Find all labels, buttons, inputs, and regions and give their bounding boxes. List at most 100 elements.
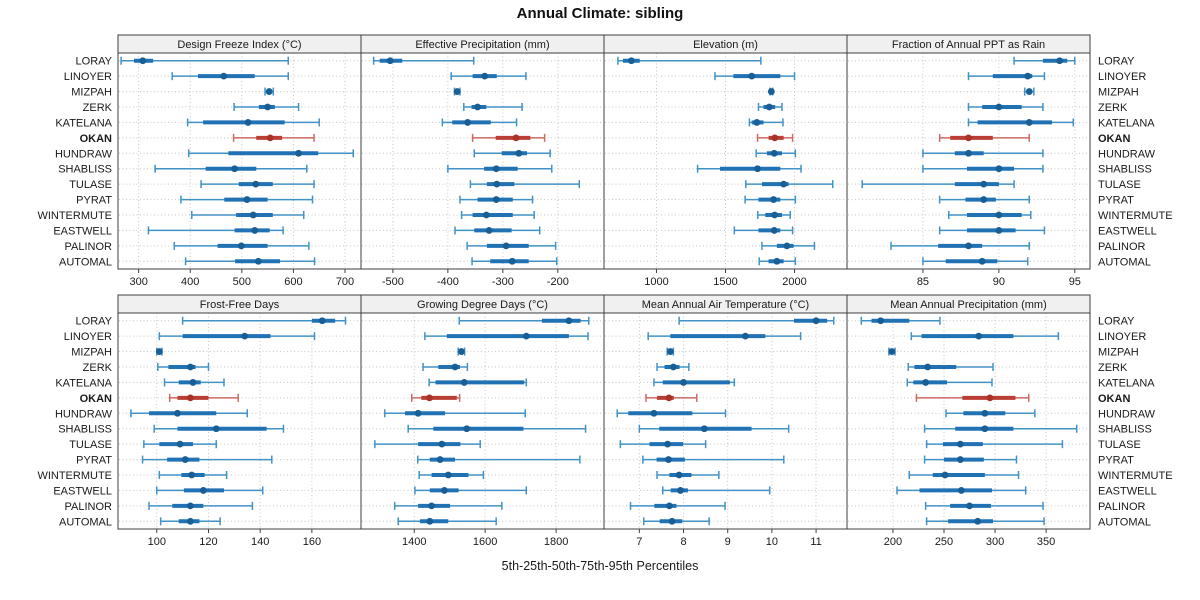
panel-mean-annual-precipitation-mm-border bbox=[846, 312, 1091, 530]
station-label-left: ZERK bbox=[83, 102, 113, 114]
station-label-left: AUTOMAL bbox=[59, 256, 112, 268]
x-tick-label: 9 bbox=[725, 536, 731, 548]
station-label-left: LORAY bbox=[76, 316, 113, 328]
percentile-row-eastwell-median-dot bbox=[485, 227, 493, 234]
station-label-left: LORAY bbox=[76, 56, 113, 68]
x-tick-label: 350 bbox=[1037, 536, 1055, 548]
percentile-row-pyrat-median-dot bbox=[492, 196, 500, 203]
panel-mean-annual-precipitation-mm-title: Mean Annual Precipitation (mm) bbox=[890, 299, 1047, 311]
percentile-row-shabliss-median-dot bbox=[981, 425, 989, 433]
percentile-row-hundraw-median-dot bbox=[770, 149, 778, 157]
x-tick-label: -200 bbox=[547, 276, 569, 288]
panel-effective-precipitation-mm-border bbox=[360, 52, 605, 270]
station-label-right: AUTOMAL bbox=[1098, 516, 1151, 528]
percentile-row-zerk-median-dot bbox=[765, 103, 773, 111]
percentile-row-shabliss-median-dot bbox=[492, 165, 500, 173]
percentile-row-okan-median-dot bbox=[426, 394, 433, 402]
percentile-row-okan-median-dot bbox=[512, 134, 520, 142]
x-tick-label: 200 bbox=[884, 536, 902, 548]
percentile-row-hundraw-median-dot bbox=[981, 409, 989, 417]
station-label-right: WINTERMUTE bbox=[1098, 470, 1173, 482]
percentile-row-hundraw-median-dot bbox=[515, 149, 523, 157]
station-label-left: KATELANA bbox=[55, 117, 112, 129]
percentile-row-wintermute-median-dot bbox=[482, 211, 490, 219]
percentile-row-mizpah-median-dot bbox=[265, 88, 273, 95]
station-label-right: LORAY bbox=[1098, 56, 1135, 68]
station-label-right: MIZPAH bbox=[1098, 87, 1139, 99]
x-tick-label: 140 bbox=[251, 536, 269, 548]
x-tick-label: -500 bbox=[382, 276, 404, 288]
panel-elevation-m-title: Elevation (m) bbox=[693, 39, 758, 51]
percentile-row-okan-median-dot bbox=[186, 394, 194, 402]
percentile-row-palinor-median-dot bbox=[428, 502, 435, 510]
panel-effective-precipitation-mm-title: Effective Precipitation (mm) bbox=[415, 39, 549, 51]
percentile-row-mizpah-median-dot bbox=[767, 88, 775, 95]
station-label-right: AUTOMAL bbox=[1098, 256, 1151, 268]
station-label-left: PALINOR bbox=[65, 241, 113, 253]
x-tick-label: 100 bbox=[148, 536, 166, 548]
percentile-row-katelana-median-dot bbox=[189, 379, 197, 386]
percentile-row-katelana-median-dot bbox=[460, 379, 468, 386]
percentile-row-zerk-median-dot bbox=[186, 363, 194, 371]
percentile-row-automal-median-dot bbox=[186, 517, 194, 525]
station-label-right: TULASE bbox=[1098, 179, 1141, 191]
panel-frost-free-days-border bbox=[117, 312, 362, 530]
station-label-right: PALINOR bbox=[1098, 501, 1146, 513]
panel-frost-free-days-title: Frost-Free Days bbox=[200, 299, 280, 311]
station-label-left: AUTOMAL bbox=[59, 516, 112, 528]
percentile-row-palinor-median-dot bbox=[783, 242, 791, 250]
x-tick-label: 700 bbox=[336, 276, 354, 288]
x-tick-label: 1500 bbox=[713, 276, 737, 288]
x-tick-label: 85 bbox=[917, 276, 929, 288]
percentile-row-mizpah-median-dot bbox=[888, 348, 896, 355]
x-tick-label: 90 bbox=[993, 276, 1005, 288]
percentile-row-katelana-median-dot bbox=[244, 119, 252, 126]
station-label-right: EASTWELL bbox=[1098, 485, 1157, 497]
percentile-row-tulase-median-dot bbox=[980, 180, 988, 188]
station-label-right: ZERK bbox=[1098, 102, 1128, 114]
percentile-row-shabliss-median-dot bbox=[754, 165, 761, 173]
percentile-row-loray-median-dot bbox=[627, 57, 635, 65]
percentile-row-palinor-median-dot bbox=[237, 242, 245, 250]
x-tick-label: 11 bbox=[810, 536, 821, 548]
percentile-row-okan-median-dot bbox=[986, 394, 994, 402]
percentile-row-tulase-median-dot bbox=[252, 180, 260, 188]
percentile-row-loray-median-dot bbox=[318, 317, 326, 325]
x-tick-label: 160 bbox=[303, 536, 321, 548]
percentile-row-pyrat-median-dot bbox=[243, 196, 251, 203]
percentile-row-pyrat-median-dot bbox=[980, 196, 988, 203]
percentile-row-wintermute-median-dot bbox=[995, 211, 1003, 219]
station-label-right: HUNDRAW bbox=[1098, 408, 1156, 420]
station-label-left: EASTWELL bbox=[53, 225, 112, 237]
x-tick-label: -400 bbox=[437, 276, 459, 288]
percentile-row-zerk-median-dot bbox=[451, 363, 459, 371]
percentile-row-linoyer-median-dot bbox=[241, 332, 249, 340]
station-label-left: WINTERMUTE bbox=[37, 210, 112, 222]
percentile-row-tulase-median-dot bbox=[176, 440, 184, 448]
station-label-right: SHABLISS bbox=[1098, 164, 1152, 176]
percentile-row-hundraw-median-dot bbox=[295, 149, 302, 157]
x-tick-label: 1400 bbox=[402, 536, 426, 548]
x-tick-label: 250 bbox=[935, 536, 953, 548]
percentile-row-shabliss-median-dot bbox=[700, 425, 708, 433]
percentile-row-zerk-median-dot bbox=[474, 103, 481, 111]
station-label-right: SHABLISS bbox=[1098, 424, 1152, 436]
percentile-row-eastwell-median-dot bbox=[995, 227, 1003, 234]
percentile-row-mizpah-median-dot bbox=[1025, 88, 1033, 95]
x-tick-label: 2000 bbox=[782, 276, 806, 288]
percentile-row-linoyer-median-dot bbox=[220, 72, 228, 80]
station-label-left: OKAN bbox=[80, 133, 112, 145]
station-label-right: LINOYER bbox=[1098, 331, 1146, 343]
x-tick-label: -300 bbox=[492, 276, 514, 288]
percentile-row-palinor-median-dot bbox=[966, 502, 973, 510]
percentile-row-hundraw-median-dot bbox=[965, 149, 972, 157]
percentile-row-palinor-median-dot bbox=[665, 502, 673, 510]
station-label-right: OKAN bbox=[1098, 133, 1130, 145]
percentile-row-katelana-median-dot bbox=[464, 119, 472, 126]
station-label-left: SHABLISS bbox=[58, 164, 112, 176]
station-label-right: EASTWELL bbox=[1098, 225, 1157, 237]
station-label-left: HUNDRAW bbox=[55, 148, 113, 160]
station-label-right: TULASE bbox=[1098, 439, 1141, 451]
x-tick-label: 600 bbox=[284, 276, 302, 288]
percentile-row-pyrat-median-dot bbox=[665, 456, 672, 463]
